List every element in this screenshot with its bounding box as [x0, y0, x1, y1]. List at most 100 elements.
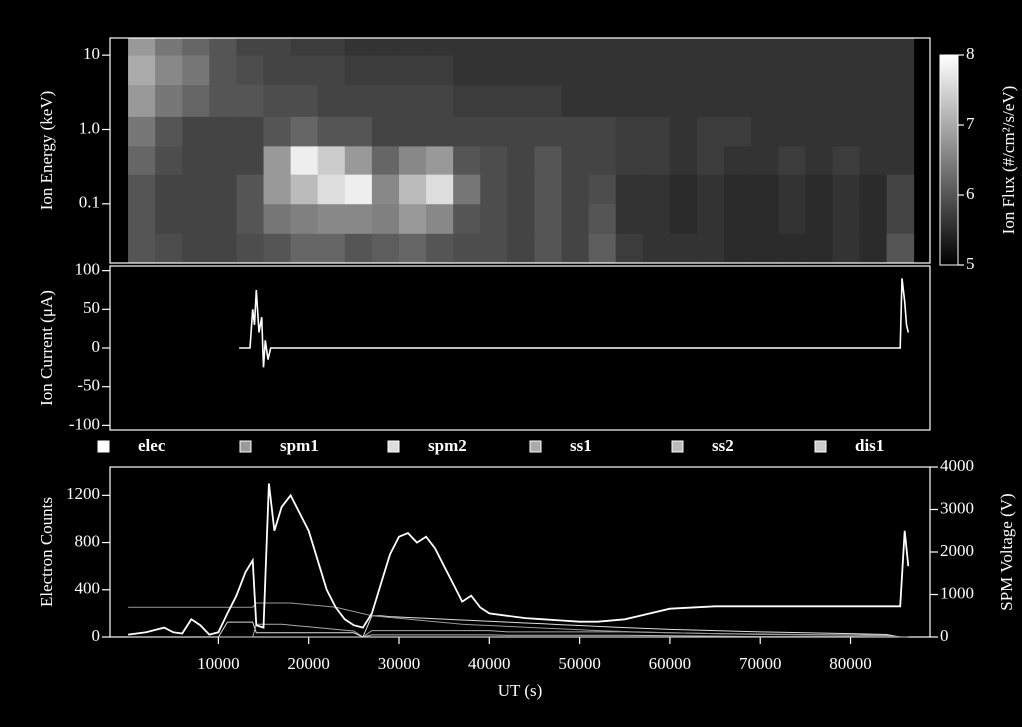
y-tick-label: 0.1: [79, 193, 100, 212]
heatmap-cell: [643, 174, 670, 204]
heatmap-cell: [697, 116, 724, 146]
heatmap-cell: [480, 85, 507, 117]
line: [239, 278, 908, 367]
heatmap-cell: [643, 204, 670, 234]
heatmap-cell: [399, 85, 426, 117]
heatmap-cell: [453, 204, 480, 234]
heatmap-cell: [453, 146, 480, 175]
heatmap-cell: [616, 204, 643, 234]
y2-tick-label: 0: [940, 626, 949, 645]
x-tick-label: 60000: [649, 654, 692, 673]
heatmap-cell: [860, 204, 887, 234]
heatmap-cell: [291, 55, 318, 85]
legend-label: dis1: [855, 436, 884, 455]
heatmap-cell: [534, 116, 561, 146]
heatmap-cell: [345, 174, 372, 204]
heatmap-cell: [372, 146, 399, 175]
heatmap-cell: [480, 204, 507, 234]
y-tick-label: 10: [83, 44, 100, 63]
heatmap-cell: [128, 174, 155, 204]
heatmap-cell: [209, 233, 236, 263]
heatmap-cell: [589, 116, 616, 146]
heatmap-cell: [887, 174, 914, 204]
legend-label: ss2: [712, 436, 734, 455]
colorbar-tick-label: 5: [966, 254, 975, 273]
legend-label: ss1: [570, 436, 592, 455]
heatmap-cell: [589, 146, 616, 175]
heatmap-cell: [345, 204, 372, 234]
heatmap-cell: [616, 55, 643, 85]
heatmap-cell: [182, 55, 209, 85]
heatmap-cell: [182, 204, 209, 234]
heatmap-cell: [399, 233, 426, 263]
heatmap-cell: [805, 55, 832, 85]
heatmap-cell: [372, 55, 399, 85]
heatmap-cell: [805, 204, 832, 234]
heatmap-cell: [887, 146, 914, 175]
y-tick-label: -50: [77, 376, 100, 395]
heatmap-cell: [778, 146, 805, 175]
legend-swatch: [388, 441, 399, 452]
heatmap-cell: [562, 55, 589, 85]
colorbar-tick-label: 7: [966, 114, 975, 133]
heatmap-cell: [128, 55, 155, 85]
heatmap-cell: [562, 174, 589, 204]
heatmap-cell: [832, 116, 859, 146]
heatmap-cell: [832, 85, 859, 117]
heatmap-cell: [643, 146, 670, 175]
heatmap-cell: [399, 38, 426, 56]
heatmap-cell: [534, 174, 561, 204]
legend-label: spm2: [428, 436, 467, 455]
x-tick-label: 40000: [468, 654, 511, 673]
heatmap-cell: [616, 38, 643, 56]
heatmap-cell: [751, 174, 778, 204]
heatmap-cell: [778, 174, 805, 204]
heatmap-cell: [778, 116, 805, 146]
heatmap-cell: [182, 233, 209, 263]
heatmap-cell: [643, 55, 670, 85]
heatmap-cell: [453, 116, 480, 146]
heatmap-cell: [534, 204, 561, 234]
heatmap-cell: [291, 174, 318, 204]
heatmap-cell: [697, 204, 724, 234]
heatmap-cell: [616, 116, 643, 146]
y2-tick-label: 2000: [940, 541, 974, 560]
heatmap-cell: [128, 85, 155, 117]
heatmap-cell: [670, 233, 697, 263]
heatmap-cell: [318, 116, 345, 146]
heatmap-cell: [860, 233, 887, 263]
heatmap-cell: [480, 55, 507, 85]
heatmap-cell: [372, 116, 399, 146]
heatmap-cell: [182, 174, 209, 204]
heatmap-cell: [887, 233, 914, 263]
y-axis-label: Ion Energy (keV): [37, 91, 56, 211]
heatmap-cell: [318, 174, 345, 204]
heatmap-cell: [453, 85, 480, 117]
heatmap-cell: [724, 116, 751, 146]
heatmap-cell: [209, 174, 236, 204]
heatmap-cell: [507, 55, 534, 85]
heatmap-cell: [291, 116, 318, 146]
y2-tick-label: 1000: [940, 583, 974, 602]
x-tick-label: 50000: [558, 654, 601, 673]
heatmap-cells: [128, 38, 914, 263]
heatmap-cell: [697, 174, 724, 204]
figure: 101.00.1Ion Energy (keV)5678Ion Flux (#/…: [0, 0, 1022, 727]
heatmap-cell: [751, 55, 778, 85]
legend-swatch: [98, 441, 109, 452]
heatmap-cell: [236, 116, 263, 146]
page: {"chart_data": [ {"type": "heatmap", "yl…: [0, 0, 1022, 727]
heatmap-cell: [155, 55, 182, 85]
heatmap-cell: [562, 146, 589, 175]
heatmap-cell: [128, 38, 155, 56]
heatmap-cell: [616, 174, 643, 204]
y-tick-label: -100: [69, 414, 100, 433]
heatmap-cell: [372, 233, 399, 263]
heatmap-cell: [236, 204, 263, 234]
heatmap-cell: [480, 38, 507, 56]
heatmap-cell: [589, 55, 616, 85]
heatmap-cell: [507, 116, 534, 146]
heatmap-cell: [670, 146, 697, 175]
heatmap-cell: [155, 146, 182, 175]
heatmap-cell: [372, 204, 399, 234]
